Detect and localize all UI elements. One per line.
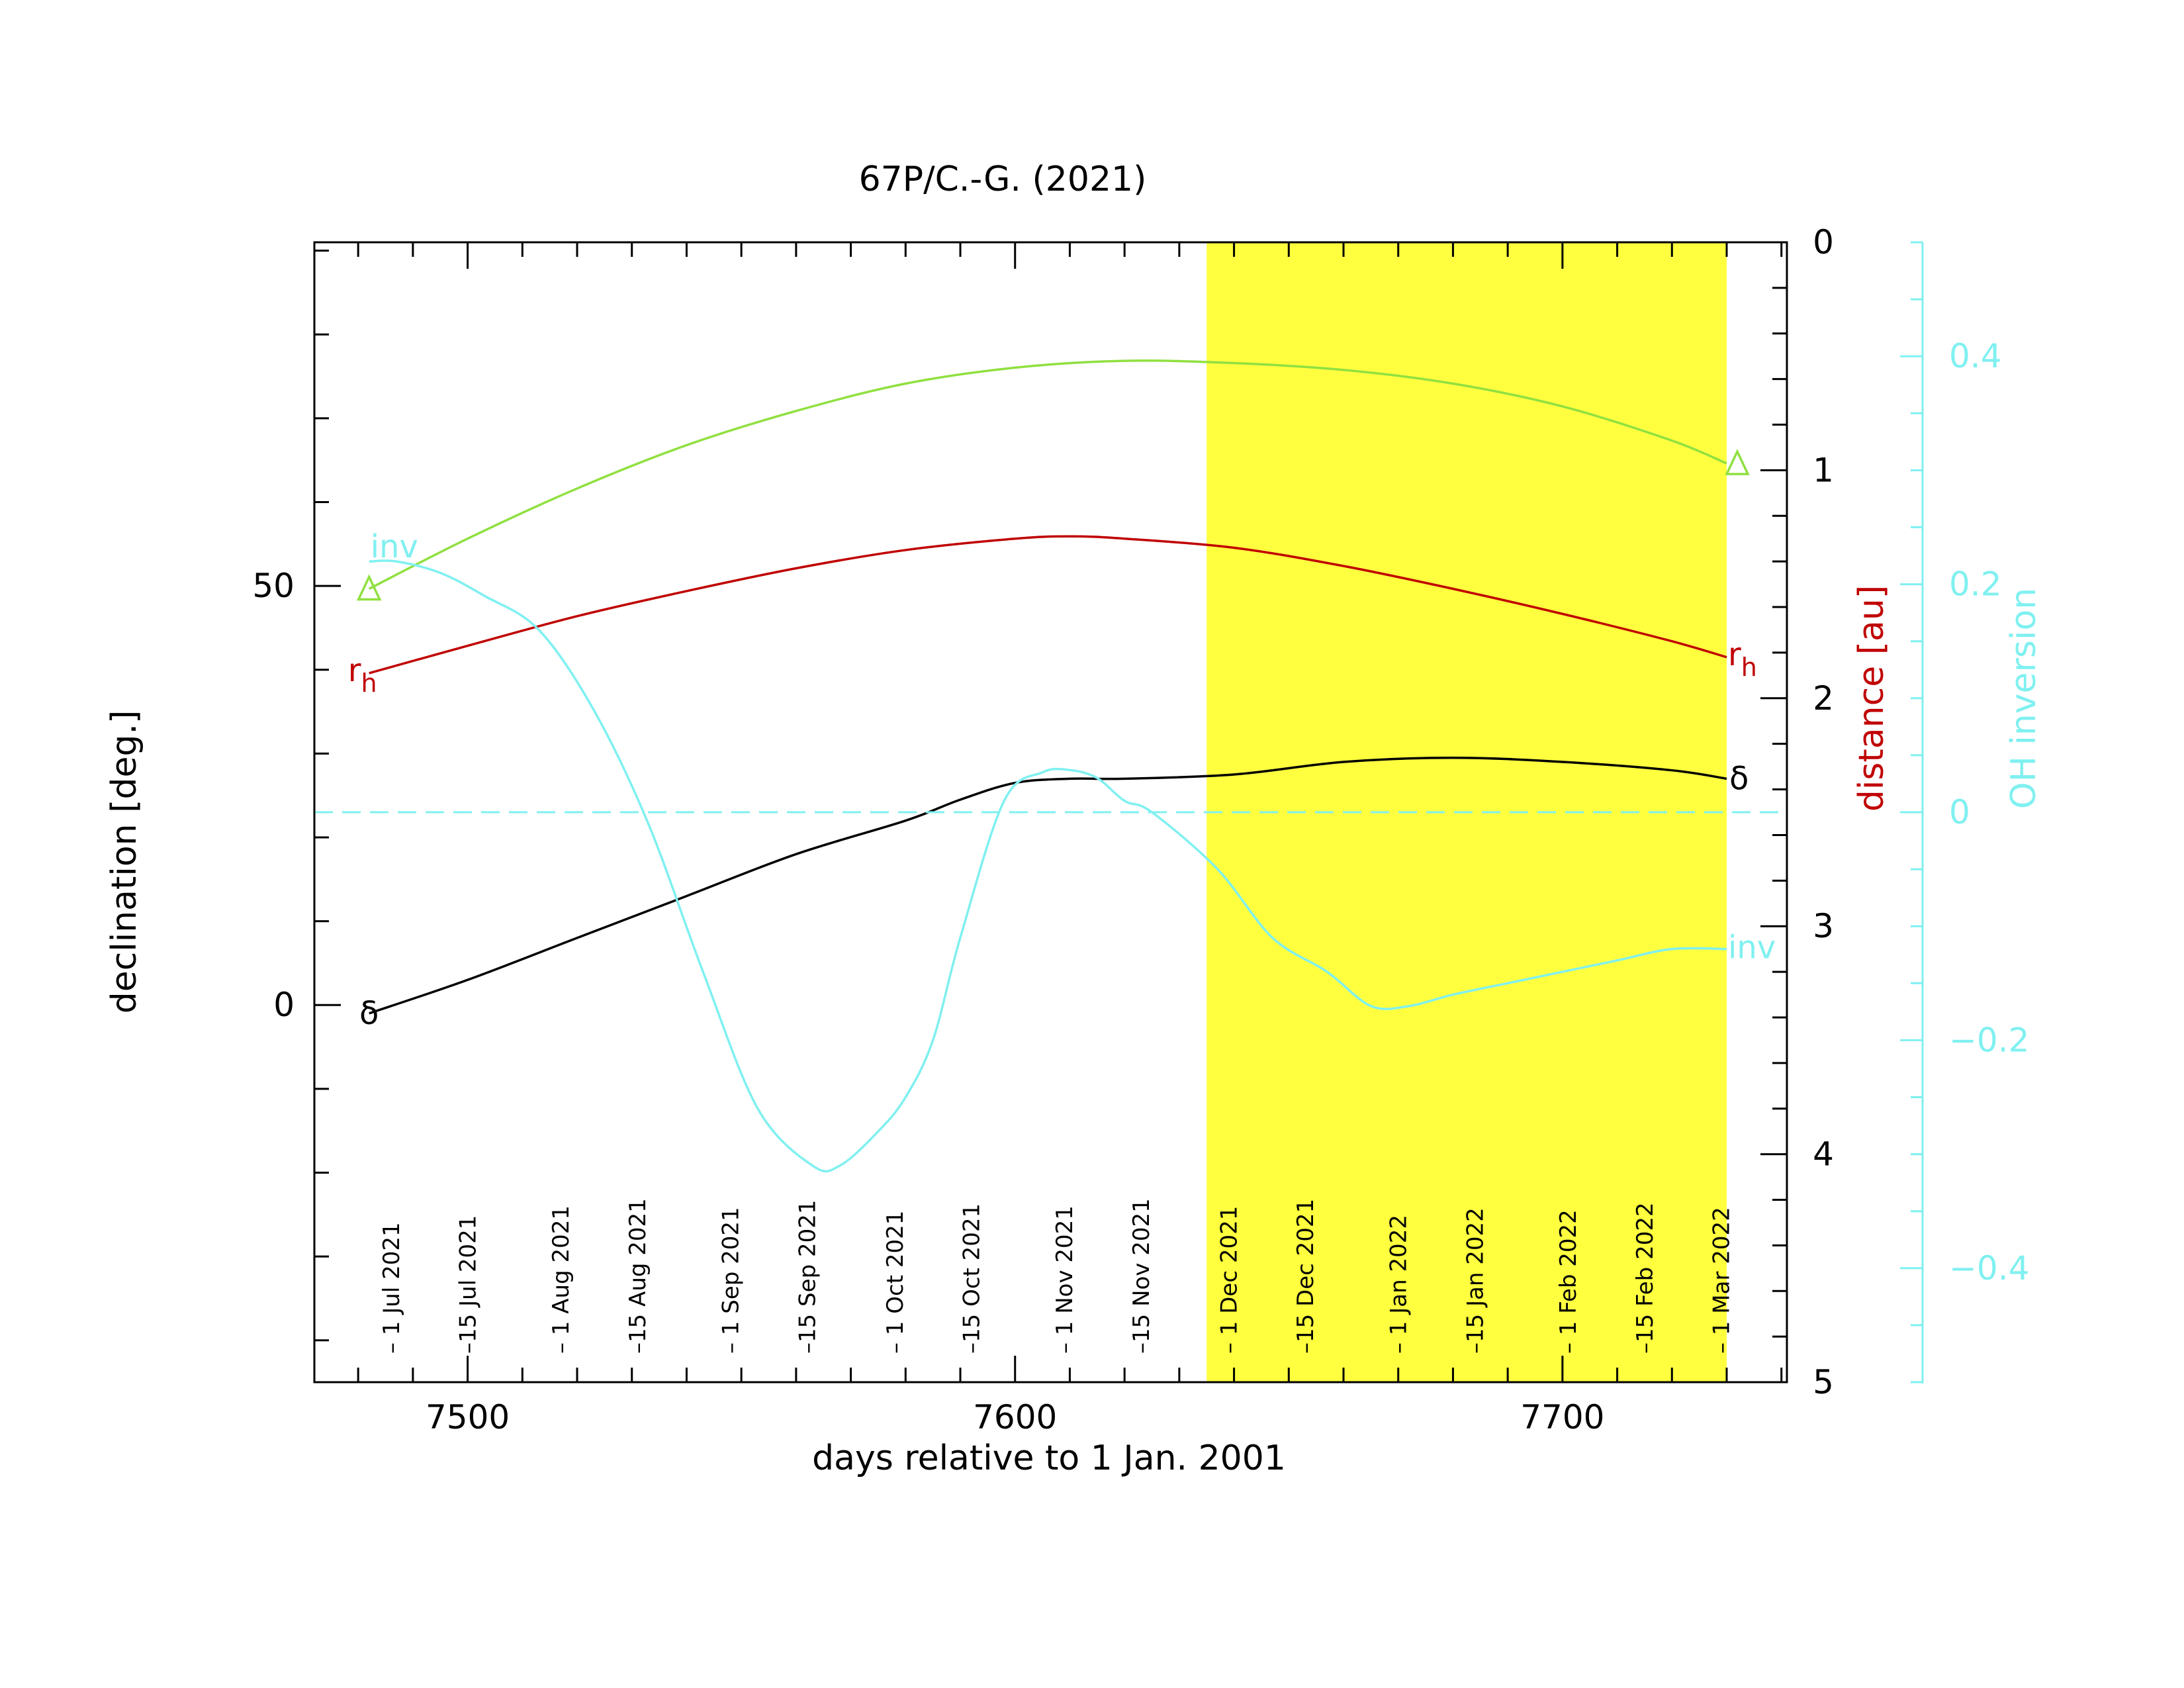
x-tick-label: 7700: [1520, 1398, 1604, 1436]
date-label: – 1 Mar 2022: [1709, 1207, 1735, 1354]
oh-tick-label: 0.4: [1949, 337, 2002, 375]
date-label: –15 Nov 2021: [1128, 1198, 1155, 1354]
distance-tick-label: 1: [1813, 451, 1834, 489]
date-label: – 1 Aug 2021: [548, 1205, 574, 1354]
distance-tick-label: 2: [1813, 679, 1834, 718]
date-label: – 1 Jan 2022: [1386, 1215, 1412, 1354]
oh-tick-label: −0.4: [1949, 1249, 2029, 1288]
date-label: –15 Sep 2021: [794, 1200, 821, 1354]
date-label: – 1 Feb 2022: [1555, 1209, 1582, 1354]
oh-tick-label: −0.2: [1949, 1021, 2029, 1059]
date-label: –15 Dec 2021: [1293, 1199, 1319, 1354]
distance-tick-label: 4: [1813, 1135, 1834, 1174]
plot-frame: [313, 241, 1788, 1383]
series-oh-inversion-start-label: inv: [371, 528, 418, 565]
date-label: –15 Oct 2021: [959, 1203, 985, 1354]
distance-tick-label: 3: [1813, 907, 1834, 945]
oh-tick-label: 0: [1949, 793, 1970, 831]
distance-tick-label: 5: [1813, 1363, 1834, 1401]
series-declination-start-label: δ: [359, 995, 379, 1032]
oh-inversion-axis-label: OH inversion: [2004, 588, 2044, 809]
date-label: –15 Jul 2021: [455, 1215, 482, 1354]
series-declination-end-label: δ: [1729, 760, 1749, 797]
x-tick-label: 7600: [973, 1398, 1057, 1436]
date-label: – 1 Oct 2021: [882, 1211, 909, 1354]
date-label: – 1 Jul 2021: [379, 1222, 405, 1354]
date-label: –15 Aug 2021: [625, 1198, 651, 1354]
series-heliocentric-distance-start-label: rh: [348, 652, 377, 698]
distance-axis-label: distance [au]: [1852, 585, 1891, 812]
series-heliocentric-distance-end-label: rh: [1728, 636, 1757, 682]
x-axis-label: days relative to 1 Jan. 2001: [812, 1438, 1286, 1478]
date-label: – 1 Nov 2021: [1052, 1205, 1078, 1354]
x-tick-label: 7500: [426, 1398, 510, 1436]
date-label: –15 Jan 2022: [1463, 1207, 1489, 1354]
date-label: –15 Feb 2022: [1632, 1202, 1659, 1354]
series-geocentric-distance-line: [368, 359, 1727, 590]
series-oh-inversion-line: [369, 559, 1727, 1173]
series-declination-line: [369, 756, 1727, 1015]
series-oh-inversion-end-label: inv: [1728, 929, 1776, 966]
left-y-axis-label: declination [deg.]: [105, 710, 144, 1014]
y-tick-label: 50: [252, 567, 295, 605]
date-label: – 1 Dec 2021: [1216, 1206, 1242, 1354]
chart-title: 67P/C.-G. (2021): [859, 160, 1147, 199]
series-geocentric-distance-marker: [1725, 448, 1750, 475]
oh-tick-label: 0.2: [1949, 565, 2002, 604]
date-label: – 1 Sep 2021: [718, 1207, 745, 1354]
distance-tick-label: 0: [1813, 223, 1834, 261]
y-tick-label: 0: [273, 986, 295, 1024]
series-heliocentric-distance-line: [369, 535, 1727, 675]
series-geocentric-distance-marker: [356, 574, 382, 601]
